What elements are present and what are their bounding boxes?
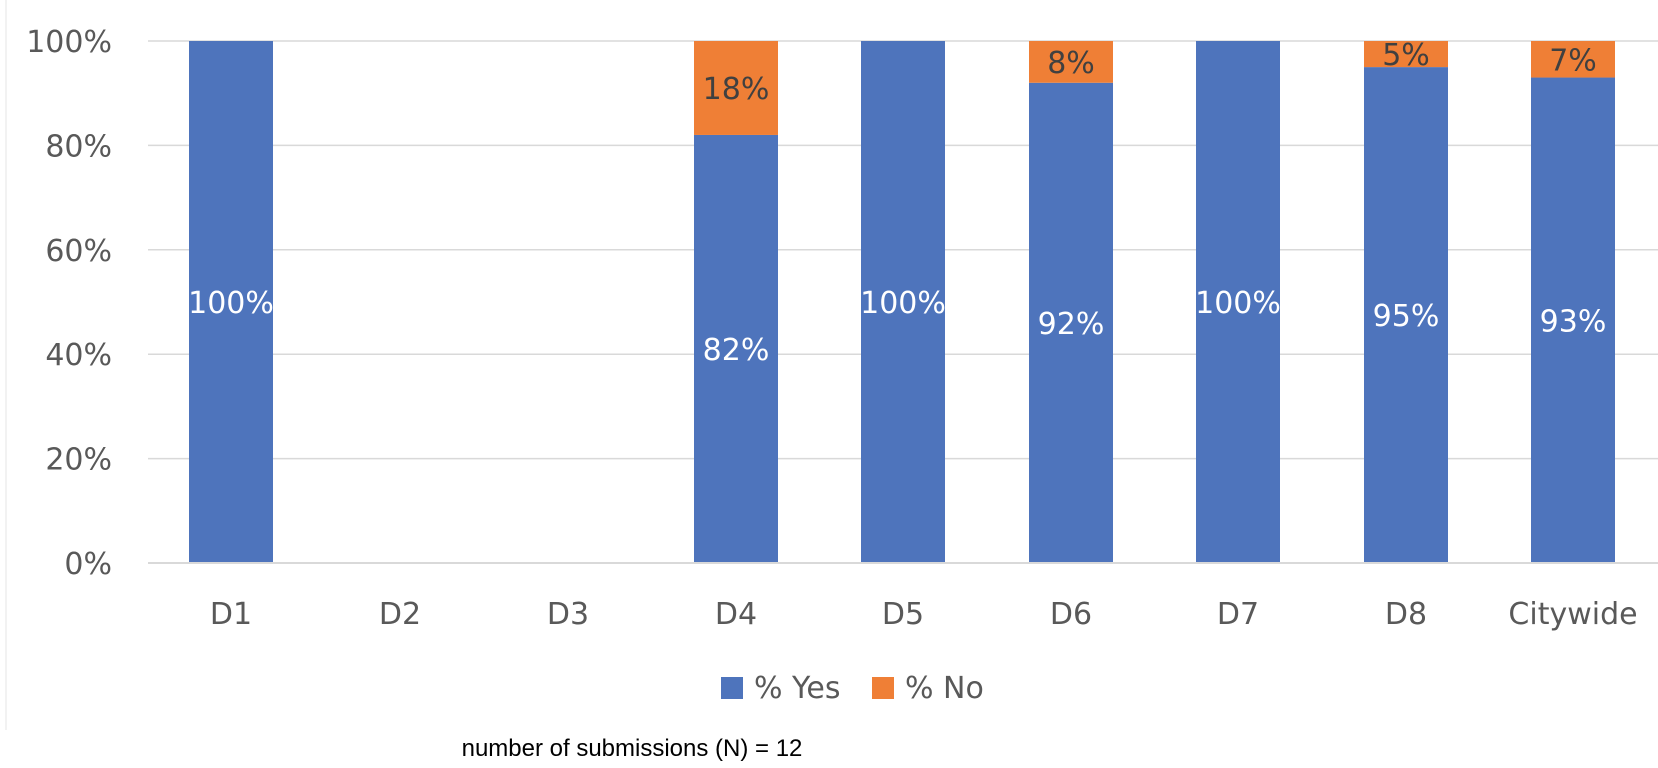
legend-label-yes: % Yes [754,671,840,706]
x-axis-category-labels: D1 D2 D3 D4 D5 D6 D7 D8 Citywide [210,597,1638,632]
y-tick-label: 0% [64,547,112,582]
legend-swatch-no [872,677,894,699]
y-tick-label: 100% [26,25,112,60]
x-tick-label-d5: D5 [882,597,924,632]
data-label-no-d8: 5% [1382,38,1430,73]
bar-yes-d8 [1364,67,1448,563]
data-label-yes-d4: 82% [703,333,770,368]
data-label-no-d4: 18% [703,72,770,107]
bar-yes-citywide [1531,77,1615,563]
bar-no-d4 [694,41,778,135]
data-label-yes-d1: 100% [188,286,274,321]
y-tick-label: 40% [45,338,112,373]
y-tick-label: 60% [45,234,112,269]
x-tick-label-d1: D1 [210,597,252,632]
data-label-yes-d5: 100% [860,286,946,321]
x-tick-label-d6: D6 [1050,597,1092,632]
data-label-yes-d6: 92% [1038,307,1105,342]
data-label-yes-d8: 95% [1373,299,1440,334]
bar-yes-d4 [694,134,778,563]
y-tick-label: 80% [45,129,112,164]
x-tick-label-d8: D8 [1385,597,1427,632]
data-labels: 100% 82% 18% 100% 92% 8% 100% 95% 5% 93% 7% [188,38,1606,368]
legend-label-no: % No [905,671,984,706]
legend: % Yes % No [721,671,984,706]
y-tick-label: 20% [45,443,112,478]
bar-no-d6 [1029,41,1113,83]
sample-size-note: number of submissions (N) = 12 [462,735,803,762]
bar-yes-d6 [1029,82,1113,563]
x-tick-label-d4: D4 [715,597,757,632]
y-axis-tick-labels: 0% 20% 40% 60% 80% 100% [26,25,112,582]
bar-no-citywide [1531,41,1615,78]
x-tick-label-d2: D2 [379,597,421,632]
data-label-yes-citywide: 93% [1540,304,1607,339]
bar-no-d8 [1364,41,1448,68]
x-tick-label-citywide: Citywide [1508,597,1637,632]
x-tick-label-d3: D3 [547,597,589,632]
data-label-yes-d7: 100% [1195,286,1281,321]
x-tick-label-d7: D7 [1217,597,1259,632]
bar-yes-d5 [861,41,945,563]
bar-yes-d1 [189,41,273,563]
data-label-no-citywide: 7% [1549,43,1597,78]
bar-yes-d7 [1196,41,1280,563]
legend-swatch-yes [721,677,743,699]
data-label-no-d6: 8% [1047,46,1095,81]
bars [189,41,1615,563]
